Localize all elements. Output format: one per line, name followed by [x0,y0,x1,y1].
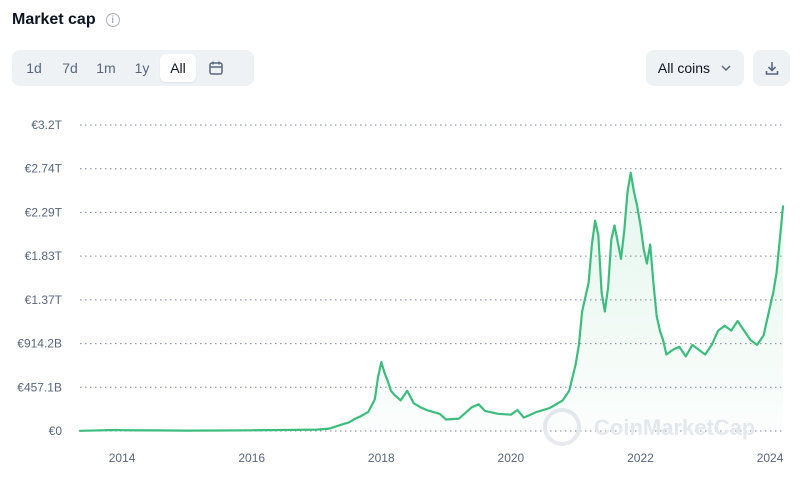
calendar-icon [209,61,223,75]
x-tick-label: 2016 [238,451,265,465]
x-tick-label: 2022 [627,451,654,465]
x-axis: 2014 2016 2018 2020 2022 2024 [109,451,784,465]
y-tick-label: €914.2B [17,337,62,351]
y-tick-label: €1.83T [25,249,63,263]
chart-header: Market cap i [12,8,120,32]
y-tick-label: €0 [49,424,63,438]
chart-title: Market cap [12,11,96,28]
market-cap-chart: €0 €457.1B €914.2B €1.37T €1.83T €2.29T €2.74T… [17,118,785,465]
info-icon[interactable]: i [105,13,120,27]
market-cap-line [78,171,785,432]
calendar-button[interactable] [196,54,236,82]
y-tick-label: €3.2T [31,118,62,132]
y-axis: €0 €457.1B €914.2B €1.37T €1.83T €2.29T €2.74T… [17,118,62,438]
tab-all[interactable]: All [160,54,196,82]
tab-1y[interactable]: 1y [134,60,150,76]
y-tick-label: €1.37T [25,293,63,307]
coins-select-label: All coins [657,60,711,76]
market-cap-area [80,172,783,432]
tab-7d[interactable]: 7d [62,60,78,76]
coins-select[interactable]: All coins [646,50,744,86]
x-tick-label: 2018 [368,451,395,465]
chevron-down-icon [721,65,731,72]
download-icon [765,62,778,75]
y-tick-label: €2.74T [25,162,63,176]
x-tick-label: 2024 [757,451,784,465]
tab-1m[interactable]: 1m [96,60,116,76]
download-button[interactable] [753,50,790,86]
y-tick-label: €457.1B [17,380,62,394]
time-range-tabs: 1d 7d 1m 1y All [12,50,254,86]
x-tick-label: 2020 [498,451,525,465]
tab-1d[interactable]: 1d [26,60,42,76]
y-tick-label: €2.29T [25,205,63,219]
x-tick-label: 2014 [109,451,136,465]
